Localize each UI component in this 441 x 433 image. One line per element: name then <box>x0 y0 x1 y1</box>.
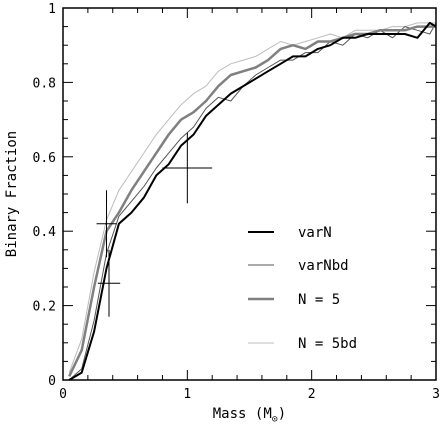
x-tick-label: 0 <box>59 387 67 402</box>
x-tick-label: 1 <box>183 387 191 402</box>
x-axis-label-sub: ⊙ <box>272 414 278 425</box>
y-tick-label: 0.4 <box>33 225 57 240</box>
series-layer <box>68 21 437 381</box>
tick-label-layer: 0 1 2 3 0 0.2 0.4 0.6 0.8 1 <box>33 2 440 402</box>
legend: varN varNbd N = 5 N = 5bd <box>248 225 357 352</box>
series-line-0 <box>68 21 437 381</box>
legend-label: varNbd <box>298 258 349 274</box>
x-axis-label-main: Mass (M <box>213 406 272 422</box>
error-bar-layer <box>96 132 213 317</box>
x-tick-label: 2 <box>308 387 316 402</box>
x-axis-label-close: ) <box>278 406 286 422</box>
series-line-2 <box>68 25 436 377</box>
x-tick-label: 3 <box>432 387 440 402</box>
y-axis-label: Binary Fraction <box>4 131 20 257</box>
series-line-3 <box>68 22 436 373</box>
y-tick-label: 0.6 <box>33 151 56 166</box>
plot-frame <box>62 7 437 381</box>
y-tick-label: 1 <box>48 2 56 17</box>
legend-label: N = 5 <box>298 292 340 308</box>
y-tick-label: 0.8 <box>33 76 56 91</box>
tick-layer <box>62 7 437 381</box>
y-tick-label: 0.2 <box>33 300 56 315</box>
legend-label: N = 5bd <box>298 336 357 352</box>
x-axis-label: Mass (M⊙) <box>213 406 286 425</box>
y-tick-label: 0 <box>48 374 56 389</box>
legend-label: varN <box>298 225 332 241</box>
